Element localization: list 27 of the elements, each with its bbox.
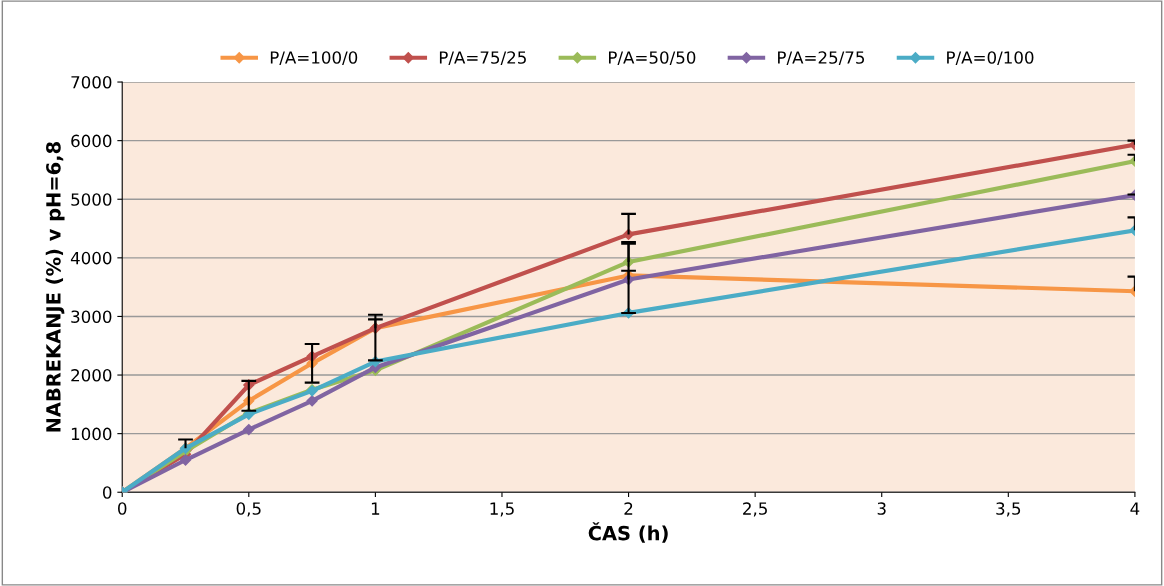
- legend-label: P/A=50/50: [609, 51, 696, 66]
- x-tick-label: 2: [624, 502, 633, 515]
- y-tick-label: 2000: [71, 369, 112, 382]
- x-tick-label: 0: [118, 502, 127, 515]
- point: [243, 423, 255, 436]
- x-tick-label: 4: [1130, 502, 1140, 515]
- x-tick-label: 3: [877, 502, 886, 515]
- legend-label: P/A=25/75: [778, 51, 865, 66]
- legend-label: P/A=0/100: [947, 51, 1034, 66]
- point: [179, 454, 192, 466]
- y-tick-label: 0: [102, 486, 112, 499]
- x-tick-label: 1: [371, 502, 380, 515]
- y-axis-title: NABREKANJE (%) v pH=6,8: [45, 142, 65, 432]
- y-tick-label: 1000: [71, 427, 112, 441]
- x-axis-title: ČAS (h): [588, 522, 668, 543]
- y-tick-label: 5000: [71, 193, 112, 206]
- x-tick-label: 2,5: [743, 502, 767, 517]
- y-tick-label: 7000: [71, 76, 112, 89]
- x-tick-label: 1,5: [490, 502, 514, 517]
- legend-label: P/A=100/0: [270, 51, 358, 66]
- y-tick-label: 6000: [71, 134, 112, 148]
- x-tick-label: 3,5: [996, 502, 1021, 517]
- point: [306, 395, 318, 407]
- y-tick-label: 4000: [70, 251, 112, 265]
- x-tick-label: 0,5: [236, 502, 261, 517]
- y-tick-label: 3000: [71, 310, 112, 324]
- legend-label: P/A=75/25: [439, 51, 526, 66]
